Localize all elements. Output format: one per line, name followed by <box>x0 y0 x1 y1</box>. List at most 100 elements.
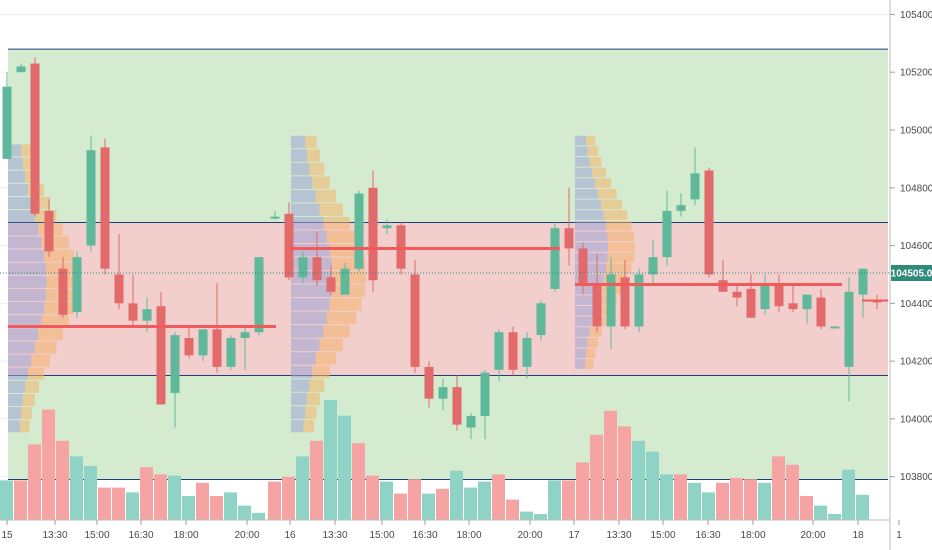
candle-body <box>690 173 700 200</box>
red-zone <box>8 222 888 376</box>
volume-bar <box>450 470 463 520</box>
volume-bar <box>394 493 407 520</box>
candle-body <box>326 277 336 292</box>
volume-bar <box>730 478 743 520</box>
candle-body <box>746 288 756 318</box>
candle-body <box>2 86 12 159</box>
profile-row-sell <box>585 359 594 369</box>
profile-row-buy <box>575 178 595 188</box>
candle-body <box>774 286 784 307</box>
candle-body <box>508 332 518 370</box>
candle <box>536 300 546 341</box>
profile-row-sell <box>303 419 315 433</box>
profile-row-sell <box>38 328 63 341</box>
profile-row-sell <box>607 231 635 242</box>
profile-row-buy <box>575 359 586 369</box>
candle-body <box>44 210 54 252</box>
candle-body <box>284 213 294 278</box>
price-tick-label: 104800.0 <box>900 183 932 194</box>
candle <box>240 326 250 370</box>
volume-bar <box>70 456 83 520</box>
volume-bar <box>856 494 869 520</box>
volume-bar <box>140 467 153 520</box>
volume-bar <box>324 400 337 520</box>
volume-bar <box>702 492 715 520</box>
candle-body <box>466 416 476 428</box>
volume-bar <box>828 514 841 520</box>
profile-row-sell <box>34 341 57 354</box>
time-axis[interactable]: 15 13:30 15:00 16:30 18:00 20:00 16 13:30 15:00 1… <box>0 519 902 541</box>
candle-body <box>564 228 574 249</box>
candle-body <box>802 294 812 310</box>
candle <box>354 190 364 272</box>
profile-row-buy <box>575 220 606 231</box>
candle <box>508 326 518 376</box>
last-price-label: 104505.0 <box>891 269 932 280</box>
candle <box>226 335 236 370</box>
volume-bar <box>196 482 209 520</box>
volume-bar <box>632 440 645 520</box>
candle-body <box>382 225 392 229</box>
candle <box>438 378 448 411</box>
candle-body <box>254 257 264 333</box>
candle <box>746 274 756 318</box>
time-tick-label: 18:00 <box>740 530 765 541</box>
candle <box>816 288 826 330</box>
profile-row-buy <box>8 157 23 170</box>
candle <box>326 265 336 295</box>
candle-body <box>100 147 110 269</box>
candle <box>114 234 124 310</box>
candle-body <box>858 268 868 295</box>
poc-lines-layer <box>8 246 888 328</box>
candle-body <box>198 329 208 356</box>
profile-row-sell <box>594 178 612 188</box>
candle <box>844 277 854 402</box>
volume-bar <box>814 505 827 520</box>
candle <box>382 219 392 234</box>
candle <box>16 63 26 73</box>
candle-body <box>30 63 40 214</box>
time-tick-label: 13:30 <box>42 530 67 541</box>
profile-row-sell <box>319 203 343 216</box>
volume-bar <box>366 475 379 520</box>
profile-row-buy <box>291 176 313 189</box>
profile-row-buy <box>575 157 590 167</box>
profile-row-sell <box>31 354 51 367</box>
price-tick-label: 105400.0 <box>900 10 932 21</box>
profile-row-sell <box>605 220 632 231</box>
candle-body <box>494 332 504 370</box>
profile-row-buy <box>575 337 588 348</box>
profile-row-buy <box>575 167 593 178</box>
candle-body <box>312 257 322 281</box>
price-tick-label: 105200.0 <box>900 68 932 79</box>
candle <box>72 251 82 318</box>
profile-row-sell <box>305 406 317 419</box>
time-tick-label: 15:00 <box>369 530 394 541</box>
candle-body <box>86 150 96 246</box>
candle <box>550 222 560 292</box>
candle-body <box>354 193 364 269</box>
profile-row-buy <box>291 325 324 338</box>
volume-bar <box>646 451 659 520</box>
volume-bar <box>252 512 265 520</box>
time-tick-label: 18:00 <box>173 530 198 541</box>
profile-row-buy <box>291 257 332 271</box>
volume-bar <box>310 440 323 520</box>
candle <box>86 135 96 252</box>
candle <box>774 274 784 312</box>
price-axis[interactable]: 105400.0 105200.0 105000.0 104800.0 104600.0… <box>889 0 932 550</box>
volume-bar <box>338 415 351 520</box>
volume-bar <box>464 487 477 520</box>
profile-row-buy <box>8 354 32 367</box>
volume-bar <box>238 505 251 520</box>
profile-row-buy <box>8 210 35 223</box>
candle-body <box>634 274 644 327</box>
time-tick-label: 20:00 <box>800 530 825 541</box>
time-tick-label: 16:30 <box>412 530 437 541</box>
volume-bar <box>688 482 701 520</box>
profile-row-sell <box>315 352 337 365</box>
profile-row-buy <box>8 407 22 420</box>
candle-body <box>240 332 250 338</box>
candle <box>298 251 308 284</box>
